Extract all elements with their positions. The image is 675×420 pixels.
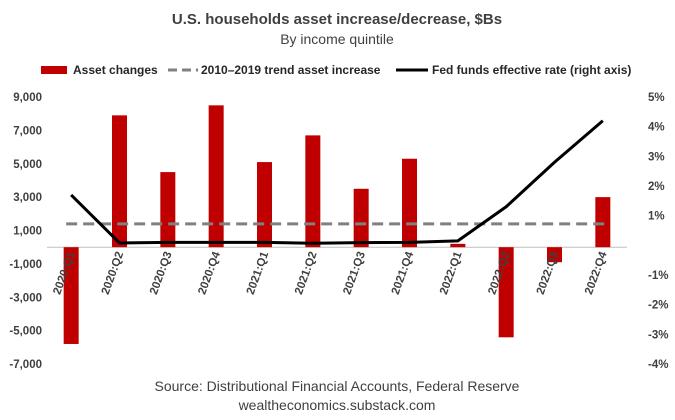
bar-2020-q1 (63, 247, 79, 344)
bars (63, 105, 611, 344)
y-right-tick-label: 4% (648, 122, 665, 134)
bar-2022-q2 (498, 247, 514, 338)
y-right-tick-label: -1% (648, 270, 668, 282)
source-note: Source: Distributional Financial Account… (155, 378, 520, 394)
legend-swatch-asset-changes (41, 66, 67, 74)
chart-subtitle: By income quintile (280, 31, 394, 47)
site-credit: wealtheconomics.substack.com (238, 397, 436, 413)
legend-label-fed-rate: Fed funds effective rate (right axis) (432, 63, 631, 77)
legend: Asset changes 2010–2019 trend asset incr… (41, 63, 631, 77)
bar-2021-q3 (353, 188, 369, 248)
x-tick-label: 2022:Q4 (583, 250, 610, 297)
bar-2022-q1 (450, 243, 466, 248)
y-right-tick-label: 1% (648, 211, 665, 223)
legend-label-trend: 2010–2019 trend asset increase (201, 63, 381, 77)
x-tick-label: 2020:Q4 (196, 250, 223, 297)
y-left-tick-label: -5,000 (9, 326, 42, 338)
x-tick-label: 2022:Q1 (438, 250, 465, 297)
y-left-tick-label: 7,000 (13, 125, 42, 137)
chart-title: U.S. households asset increase/decrease,… (172, 11, 502, 28)
x-tick-label: 2021:Q4 (390, 250, 417, 297)
y-right-tick-label: 5% (648, 92, 665, 104)
y-right-tick-label: 2% (648, 181, 665, 193)
y-left-tick-label: -7,000 (9, 359, 42, 371)
bar-2022-q3 (547, 247, 562, 263)
y-axis-right: 5% 4% 3% 2% 1% -1% -2% -3% -4% (648, 92, 668, 371)
y-left-tick-label: -3,000 (9, 292, 42, 304)
bar-2021-q1 (257, 162, 272, 248)
y-right-tick-label: -2% (648, 300, 668, 312)
x-axis-labels: 2020:Q1 2020:Q2 2020:Q3 2020:Q4 2021:Q1 2021:… (51, 250, 609, 297)
bar-2020-q2 (112, 115, 127, 248)
bar-2020-q4 (208, 105, 224, 248)
y-right-tick-label: 3% (648, 151, 665, 163)
y-left-tick-label: 5,000 (13, 159, 42, 171)
bar-2020-q3 (160, 172, 176, 248)
y-left-tick-label: -1,000 (9, 259, 42, 271)
fed-rate-line (70, 119, 604, 245)
x-tick-label: 2022:Q3 (535, 250, 562, 296)
y-right-tick-label: -4% (648, 359, 668, 371)
y-left-tick-label: 3,000 (13, 192, 42, 204)
x-tick-label: 2021:Q3 (341, 250, 368, 296)
bar-2021-q4 (402, 158, 417, 248)
bar-2022-q4 (595, 197, 611, 248)
x-tick-label: 2021:Q1 (245, 250, 272, 297)
x-tick-label: 2020:Q3 (148, 250, 175, 296)
y-left-tick-label: 9,000 (13, 92, 42, 104)
x-tick-label: 2021:Q2 (293, 250, 320, 296)
y-axis-left: 9,000 7,000 5,000 3,000 1,000 -1,000 -3,000 -5,… (9, 92, 42, 371)
legend-label-asset-changes: Asset changes (73, 63, 158, 77)
x-tick-label: 2020:Q2 (100, 250, 127, 296)
bar-2021-q2 (305, 135, 321, 248)
y-right-tick-label: -3% (648, 329, 668, 341)
y-left-tick-label: 1,000 (13, 226, 42, 238)
